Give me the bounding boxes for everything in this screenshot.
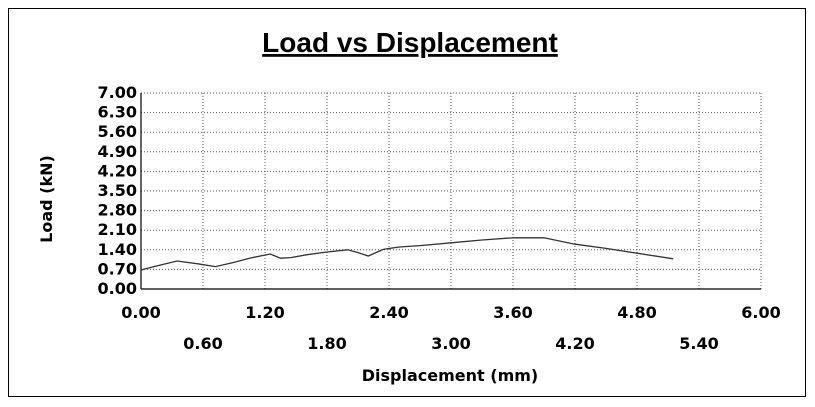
y-tick-label: 0.70 [98, 259, 137, 278]
x-tick-label: 3.60 [493, 303, 532, 322]
series-line [140, 237, 674, 271]
x-tick-label: 4.80 [617, 303, 656, 322]
x-tick-label: 6.00 [741, 303, 780, 322]
y-axis-label: Load (kN) [37, 155, 56, 243]
y-tick-label: 2.80 [98, 201, 137, 220]
tick-layer: 0.000.701.402.102.803.504.204.905.606.30… [98, 83, 781, 353]
y-tick-label: 3.50 [98, 181, 137, 200]
x-tick-label: 4.20 [555, 334, 594, 353]
x-tick-label: 0.60 [183, 334, 222, 353]
x-tick-label: 1.20 [245, 303, 284, 322]
y-tick-label: 4.20 [98, 161, 137, 180]
y-tick-label: 2.10 [98, 220, 137, 239]
x-tick-label: 0.00 [121, 303, 160, 322]
load-displacement-chart: Load vs Displacement 0.000.701.402.102.8… [37, 27, 781, 385]
y-tick-label: 4.90 [98, 142, 137, 161]
chart-title: Load vs Displacement [262, 27, 558, 58]
x-tick-label: 3.00 [431, 334, 470, 353]
y-tick-label: 0.00 [98, 279, 137, 298]
y-tick-label: 1.40 [98, 240, 137, 259]
axis-layer [140, 93, 761, 290]
y-tick-label: 5.60 [98, 122, 137, 141]
x-tick-label: 5.40 [679, 334, 718, 353]
grid-layer [140, 92, 762, 290]
series-layer [140, 237, 674, 271]
x-tick-label: 2.40 [369, 303, 408, 322]
x-tick-label: 1.80 [307, 334, 346, 353]
x-axis-label: Displacement (mm) [362, 366, 538, 385]
y-tick-label: 7.00 [98, 83, 137, 102]
chart-frame: Load vs Displacement 0.00 0.70 1.40 2.10 2.8… [8, 8, 806, 397]
y-tick-label: 6.30 [98, 103, 137, 122]
